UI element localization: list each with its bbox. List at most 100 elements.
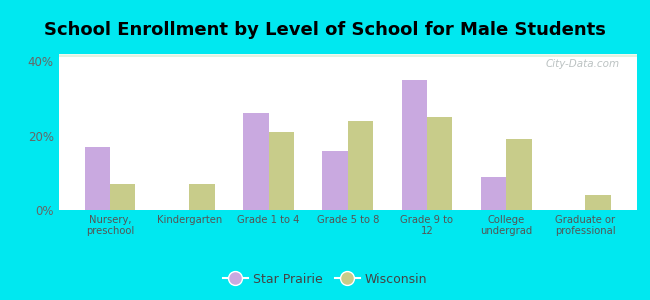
Bar <box>58 55 637 57</box>
Bar <box>322 151 348 210</box>
Bar <box>348 121 373 210</box>
Bar <box>58 55 637 57</box>
Bar <box>58 56 637 57</box>
Bar <box>58 54 637 56</box>
Bar <box>58 54 637 56</box>
Bar <box>58 55 637 57</box>
Bar <box>58 56 637 57</box>
Bar <box>58 55 637 56</box>
Bar <box>58 54 637 56</box>
Bar <box>58 55 637 56</box>
Bar <box>58 55 637 56</box>
Bar <box>110 184 135 210</box>
Bar <box>58 55 637 57</box>
Bar <box>268 132 294 210</box>
Bar <box>58 55 637 56</box>
Bar <box>402 80 427 210</box>
Bar <box>58 55 637 56</box>
Bar <box>58 55 637 56</box>
Bar <box>58 56 637 57</box>
Bar <box>58 56 637 57</box>
Bar <box>58 56 637 57</box>
Bar <box>58 54 637 56</box>
Bar <box>58 55 637 57</box>
Bar <box>58 55 637 56</box>
Bar <box>58 54 637 56</box>
Bar <box>58 54 637 56</box>
Bar <box>58 55 637 56</box>
Bar <box>58 56 637 57</box>
Bar <box>58 55 637 57</box>
Bar <box>58 56 637 57</box>
Bar <box>58 55 637 56</box>
Bar <box>58 54 637 56</box>
Bar <box>58 56 637 57</box>
Bar <box>58 54 637 56</box>
Bar <box>58 54 637 56</box>
Bar <box>58 54 637 56</box>
Bar <box>58 54 637 56</box>
Bar <box>58 55 637 56</box>
Bar <box>84 147 110 210</box>
Bar <box>58 54 637 56</box>
Bar <box>58 55 637 56</box>
Bar <box>58 55 637 57</box>
Bar <box>58 55 637 56</box>
Bar <box>58 55 637 56</box>
Bar <box>58 54 637 56</box>
Bar <box>58 54 637 56</box>
Bar <box>58 56 637 57</box>
Bar <box>58 55 637 56</box>
Bar <box>586 195 611 210</box>
Bar <box>58 54 637 56</box>
Bar <box>58 55 637 56</box>
Bar <box>58 54 637 56</box>
Bar <box>58 54 637 56</box>
Bar <box>58 54 637 56</box>
Bar <box>58 55 637 56</box>
Bar <box>58 55 637 56</box>
Bar <box>58 54 637 56</box>
Bar <box>58 54 637 56</box>
Bar <box>58 55 637 56</box>
Bar <box>58 54 637 56</box>
Bar <box>58 54 637 56</box>
Bar <box>506 140 532 210</box>
Bar <box>58 55 637 56</box>
Bar <box>58 55 637 57</box>
Bar <box>58 55 637 57</box>
Bar <box>58 55 637 56</box>
Bar <box>243 113 268 210</box>
Bar <box>58 55 637 57</box>
Bar <box>58 54 637 56</box>
Text: School Enrollment by Level of School for Male Students: School Enrollment by Level of School for… <box>44 21 606 39</box>
Bar <box>58 55 637 56</box>
Bar <box>58 55 637 57</box>
Bar <box>58 55 637 56</box>
Bar <box>427 117 452 210</box>
Bar <box>58 54 637 56</box>
Bar <box>481 177 506 210</box>
Bar <box>58 54 637 56</box>
Bar <box>58 55 637 56</box>
Legend: Star Prairie, Wisconsin: Star Prairie, Wisconsin <box>218 268 432 291</box>
Bar <box>58 55 637 57</box>
Bar <box>58 55 637 56</box>
Bar <box>58 55 637 56</box>
Bar <box>58 55 637 56</box>
Bar <box>58 55 637 57</box>
Bar <box>58 56 637 57</box>
Bar <box>58 55 637 57</box>
Bar <box>58 56 637 57</box>
Bar <box>58 55 637 57</box>
Text: City-Data.com: City-Data.com <box>545 59 619 69</box>
Bar <box>58 55 637 56</box>
Bar <box>58 54 637 56</box>
Bar <box>189 184 214 210</box>
Bar <box>58 55 637 57</box>
Bar <box>58 56 637 57</box>
Bar <box>58 55 637 56</box>
Bar <box>58 55 637 57</box>
Bar <box>58 54 637 56</box>
Bar <box>58 55 637 56</box>
